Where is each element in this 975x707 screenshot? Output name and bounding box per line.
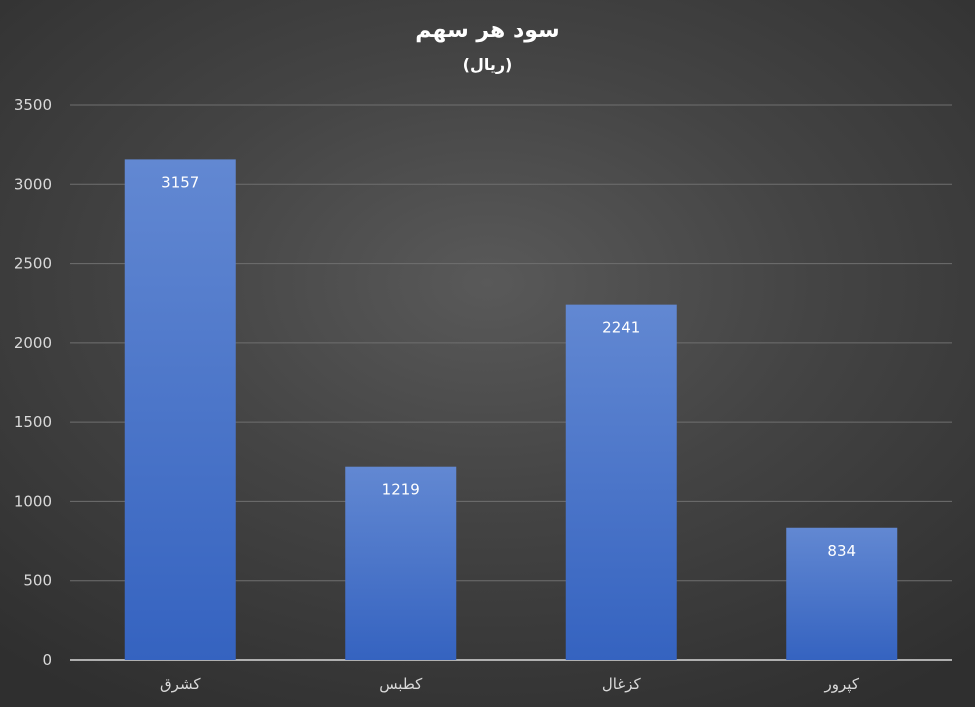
y-tick-label: 1500 [14,413,52,431]
y-tick-label: 1000 [14,492,52,510]
bar [345,466,457,660]
data-label: 1219 [382,481,420,499]
bar [565,304,677,660]
x-axis-ticks: کشرق کطبس کزغال کپرور [160,675,860,694]
y-tick-label: 3500 [14,96,52,114]
bar [786,527,898,660]
x-tick-label: کشرق [160,675,201,693]
data-labels: 3157 1219 2241 834 [161,173,856,559]
bars [124,159,898,660]
chart-title: سود هر سهم [415,18,560,43]
y-tick-label: 2500 [14,255,52,273]
data-label: 834 [827,542,856,560]
y-axis-ticks: 0 500 1000 1500 2000 2500 3000 3500 [14,96,52,669]
y-tick-label: 500 [23,572,52,590]
y-tick-label: 2000 [14,334,52,352]
y-tick-label: 0 [42,651,52,669]
data-label: 2241 [602,319,640,337]
x-tick-label: کزغال [602,675,642,693]
x-tick-label: کپرور [824,675,860,694]
data-label: 3157 [161,173,199,191]
y-tick-label: 3000 [14,175,52,193]
bar [124,159,236,660]
chart-subtitle: (ریال) [462,55,513,74]
x-tick-label: کطبس [379,675,423,693]
